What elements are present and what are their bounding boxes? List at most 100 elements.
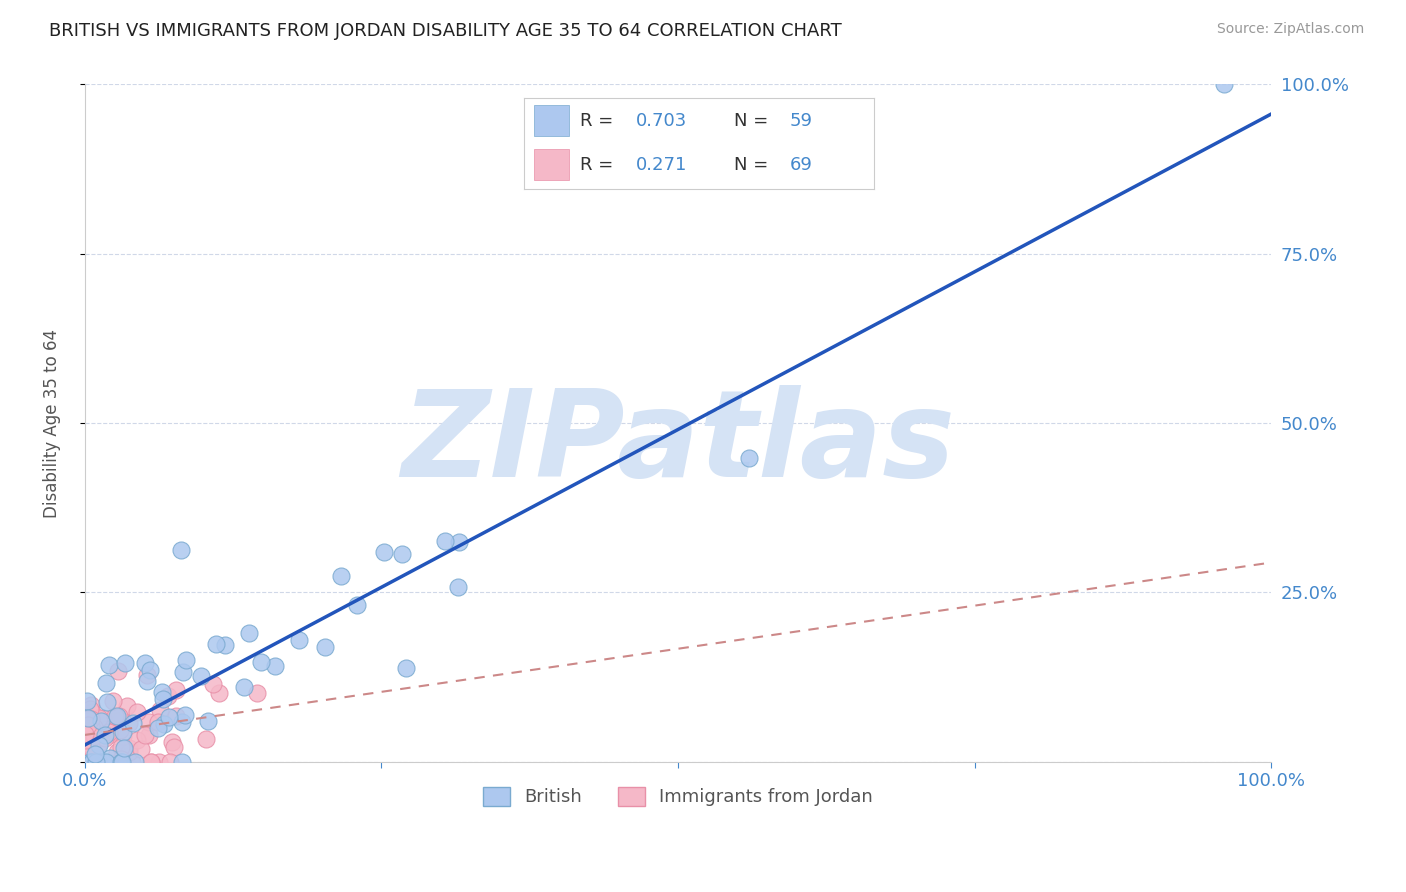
Point bbox=[104, 709, 127, 723]
Point bbox=[91, 755, 114, 769]
Point bbox=[80, 755, 103, 769]
Point bbox=[314, 640, 336, 655]
Point bbox=[76, 755, 98, 769]
Point bbox=[77, 711, 100, 725]
Point bbox=[205, 637, 228, 651]
Point bbox=[89, 730, 111, 744]
Point bbox=[111, 729, 134, 743]
Point bbox=[156, 689, 179, 703]
Point bbox=[288, 632, 311, 647]
Point bbox=[233, 680, 256, 694]
Point bbox=[87, 755, 110, 769]
Point bbox=[101, 694, 124, 708]
Point bbox=[96, 728, 118, 742]
Point bbox=[110, 740, 132, 755]
Point bbox=[96, 695, 118, 709]
Point bbox=[79, 755, 101, 769]
Point bbox=[79, 702, 101, 716]
Point bbox=[111, 755, 134, 769]
Point bbox=[165, 709, 187, 723]
Point bbox=[190, 669, 212, 683]
Text: BRITISH VS IMMIGRANTS FROM JORDAN DISABILITY AGE 35 TO 64 CORRELATION CHART: BRITISH VS IMMIGRANTS FROM JORDAN DISABI… bbox=[49, 22, 842, 40]
Point bbox=[122, 716, 145, 731]
Point bbox=[75, 727, 97, 741]
Point bbox=[214, 638, 236, 652]
Point bbox=[250, 655, 273, 669]
Point bbox=[149, 703, 172, 717]
Point bbox=[127, 705, 149, 719]
Point bbox=[170, 755, 193, 769]
Point bbox=[433, 534, 456, 549]
Point bbox=[264, 658, 287, 673]
Point bbox=[165, 682, 187, 697]
Point bbox=[391, 547, 413, 561]
Legend: British, Immigrants from Jordan: British, Immigrants from Jordan bbox=[475, 780, 880, 814]
Point bbox=[96, 676, 118, 690]
Point bbox=[112, 740, 135, 755]
Point bbox=[80, 698, 103, 712]
Point bbox=[114, 657, 136, 671]
Point bbox=[136, 667, 159, 681]
Point bbox=[157, 710, 180, 724]
Point bbox=[83, 729, 105, 743]
Text: Source: ZipAtlas.com: Source: ZipAtlas.com bbox=[1216, 22, 1364, 37]
Point bbox=[738, 451, 761, 466]
Point bbox=[93, 728, 115, 742]
Point bbox=[105, 709, 128, 723]
Point bbox=[139, 663, 162, 677]
Point bbox=[153, 717, 176, 731]
Point bbox=[84, 755, 107, 769]
Point bbox=[124, 755, 146, 769]
Point bbox=[150, 685, 173, 699]
Point bbox=[134, 656, 156, 670]
Point bbox=[75, 706, 97, 721]
Point bbox=[90, 714, 112, 729]
Point bbox=[152, 691, 174, 706]
Point bbox=[194, 732, 217, 747]
Point bbox=[121, 755, 143, 769]
Point bbox=[76, 694, 98, 708]
Point bbox=[201, 677, 224, 691]
Point bbox=[91, 755, 114, 769]
Point bbox=[98, 750, 121, 764]
Point bbox=[172, 665, 194, 680]
Point bbox=[96, 755, 118, 769]
Point bbox=[1212, 78, 1234, 92]
Point bbox=[163, 739, 186, 754]
Point bbox=[107, 665, 129, 679]
Point bbox=[169, 543, 191, 558]
Point bbox=[89, 736, 111, 750]
Point bbox=[108, 709, 131, 723]
Point bbox=[83, 747, 105, 762]
Point bbox=[139, 755, 162, 769]
Point bbox=[87, 738, 110, 752]
Point bbox=[395, 661, 418, 675]
Point bbox=[80, 718, 103, 732]
Text: ZIPatlas: ZIPatlas bbox=[401, 385, 955, 502]
Point bbox=[373, 545, 395, 559]
Y-axis label: Disability Age 35 to 64: Disability Age 35 to 64 bbox=[44, 328, 60, 517]
Point bbox=[101, 722, 124, 736]
Point bbox=[98, 728, 121, 742]
Point bbox=[97, 658, 120, 673]
Point bbox=[94, 722, 117, 736]
Point bbox=[118, 745, 141, 759]
Point bbox=[346, 598, 368, 612]
Point bbox=[148, 755, 170, 769]
Point bbox=[76, 751, 98, 765]
Point bbox=[208, 686, 231, 700]
Point bbox=[79, 712, 101, 726]
Point bbox=[107, 745, 129, 759]
Point bbox=[87, 711, 110, 725]
Point bbox=[83, 720, 105, 734]
Point bbox=[160, 734, 183, 748]
Point bbox=[138, 728, 160, 742]
Point bbox=[127, 733, 149, 747]
Point bbox=[246, 686, 269, 700]
Point bbox=[173, 707, 195, 722]
Point bbox=[112, 725, 135, 739]
Point bbox=[77, 731, 100, 746]
Point bbox=[238, 626, 260, 640]
Point bbox=[118, 715, 141, 730]
Point bbox=[172, 714, 194, 729]
